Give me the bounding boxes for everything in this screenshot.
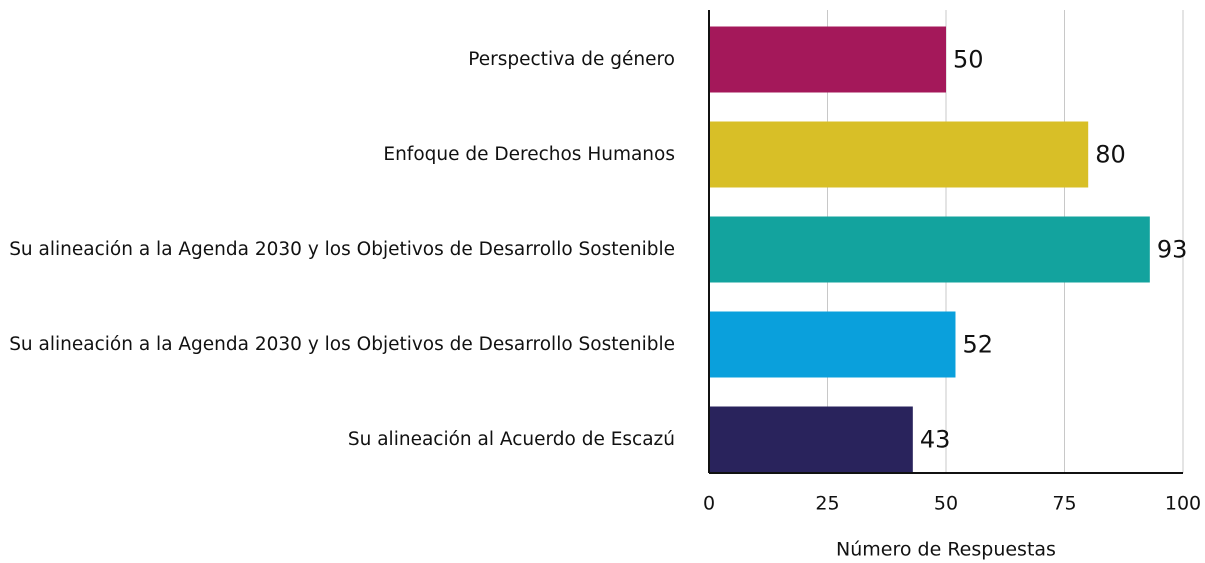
bar	[709, 406, 913, 473]
x-tick-label: 75	[1052, 493, 1076, 515]
x-tick-label: 100	[1165, 493, 1201, 515]
y-tick-label: Enfoque de Derechos Humanos	[383, 143, 675, 165]
bar	[709, 311, 956, 378]
y-tick-label: Perspectiva de género	[468, 48, 675, 70]
bar	[709, 216, 1150, 283]
x-tick-label: 0	[703, 493, 715, 515]
value-label: 93	[1157, 236, 1188, 264]
x-tick-label: 25	[815, 493, 839, 515]
bar	[709, 121, 1089, 188]
value-label: 52	[962, 331, 993, 359]
y-tick-label: Su alineación a la Agenda 2030 y los Obj…	[9, 333, 675, 355]
value-label: 43	[920, 426, 951, 454]
x-axis-label: Número de Respuestas	[836, 539, 1056, 561]
y-tick-label: Su alineación al Acuerdo de Escazú	[347, 428, 675, 450]
value-label: 50	[953, 46, 984, 74]
bar	[709, 26, 946, 93]
y-tick-label: Su alineación a la Agenda 2030 y los Obj…	[9, 238, 675, 260]
value-label: 80	[1095, 141, 1126, 169]
x-tick-label: 50	[934, 493, 958, 515]
